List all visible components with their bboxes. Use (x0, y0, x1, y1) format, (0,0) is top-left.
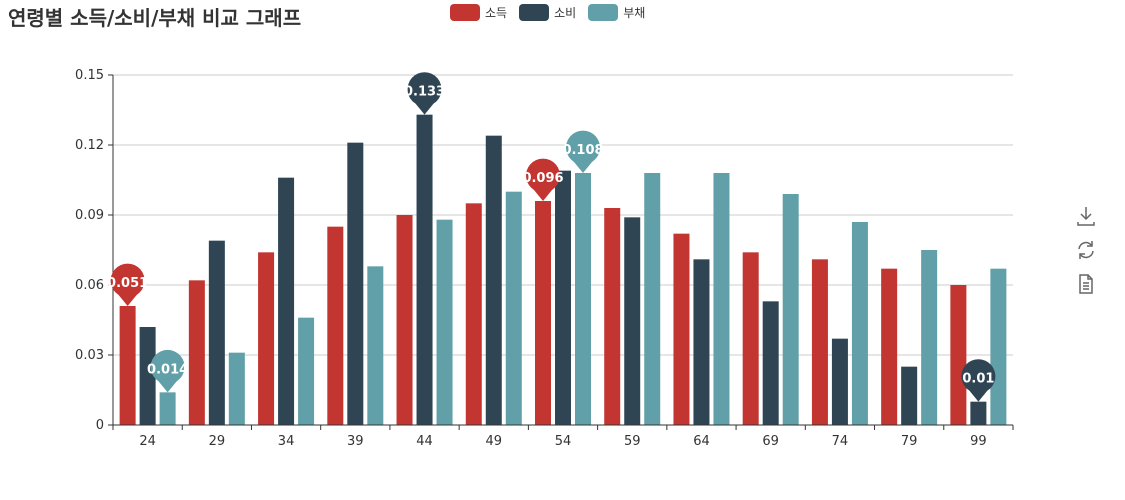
bar[interactable] (327, 226, 344, 425)
legend-item-income[interactable]: 소득 (450, 4, 507, 21)
y-tick-label: 0.03 (75, 348, 104, 363)
bar[interactable] (831, 338, 848, 425)
bar[interactable] (693, 259, 710, 425)
marker-pin (526, 158, 561, 201)
bar[interactable] (119, 306, 136, 425)
x-tick-label: 59 (624, 434, 641, 449)
refresh-icon[interactable] (1075, 239, 1097, 261)
x-tick-label: 79 (901, 434, 918, 449)
download-icon[interactable] (1075, 205, 1097, 227)
legend-item-debt[interactable]: 부채 (588, 4, 645, 21)
bar[interactable] (901, 366, 918, 425)
legend: 소득 소비 부채 (450, 4, 645, 21)
marker-pin (110, 263, 145, 306)
bar[interactable] (881, 268, 898, 425)
bar[interactable] (624, 217, 641, 425)
bar[interactable] (298, 317, 315, 425)
toolbox (1075, 205, 1097, 295)
bar[interactable] (139, 327, 156, 425)
marker-label: 0.133 (404, 85, 445, 100)
bar[interactable] (505, 191, 522, 425)
bar[interactable] (278, 177, 295, 425)
chart-title: 연령별 소득/소비/부채 비교 그래프 (8, 6, 302, 30)
legend-swatch-debt (588, 4, 619, 21)
bar[interactable] (159, 392, 176, 425)
x-tick-label: 99 (970, 434, 987, 449)
bar[interactable] (644, 173, 661, 425)
y-tick-label: 0 (96, 418, 104, 433)
x-tick-label: 74 (832, 434, 849, 449)
bar[interactable] (950, 285, 967, 425)
legend-swatch-income (450, 4, 480, 21)
bar[interactable] (465, 203, 482, 425)
legend-label-spending: 소비 (554, 6, 577, 20)
x-tick-label: 39 (347, 434, 364, 449)
bar[interactable] (436, 219, 453, 425)
x-tick-label: 54 (555, 434, 572, 449)
bar[interactable] (188, 280, 205, 425)
x-tick-label: 69 (762, 434, 779, 449)
legend-label-income: 소득 (485, 6, 508, 20)
x-tick-label: 64 (693, 434, 710, 449)
bar[interactable] (990, 268, 1007, 425)
bar[interactable] (851, 222, 868, 425)
x-tick-label: 49 (485, 434, 502, 449)
bar[interactable] (396, 215, 413, 425)
y-tick-label: 0.06 (75, 278, 104, 293)
bar[interactable] (485, 135, 502, 425)
bar[interactable] (258, 252, 275, 425)
marker-pin (961, 359, 996, 402)
bar[interactable] (416, 114, 433, 426)
marker-label: 0.051 (107, 276, 148, 291)
bar[interactable] (535, 201, 551, 425)
legend-label-debt: 부채 (623, 6, 646, 20)
x-tick-label: 34 (278, 434, 295, 449)
y-tick-label: 0.09 (75, 208, 104, 223)
marker-pin (565, 130, 600, 173)
x-tick-label: 29 (209, 434, 226, 449)
x-tick-label: 44 (416, 434, 433, 449)
marker-label: 0.014 (147, 362, 188, 377)
bar[interactable] (604, 208, 621, 425)
bar[interactable] (347, 142, 364, 425)
bar[interactable] (762, 301, 779, 425)
marker-pin (407, 72, 442, 115)
x-tick-label: 24 (139, 434, 156, 449)
bar[interactable] (713, 173, 730, 425)
bar[interactable] (208, 240, 225, 425)
bar[interactable] (575, 173, 591, 425)
bar[interactable] (555, 170, 571, 425)
data-view-icon[interactable] (1075, 273, 1097, 295)
bar[interactable] (742, 252, 759, 425)
bar[interactable] (782, 194, 799, 425)
bar[interactable] (921, 250, 938, 425)
y-tick-label: 0.12 (75, 138, 104, 153)
marker-pin (150, 349, 185, 393)
legend-swatch-spending (519, 4, 550, 21)
bar[interactable] (811, 259, 828, 425)
bar[interactable] (970, 401, 987, 425)
marker-label: 0.01 (962, 372, 994, 387)
bar[interactable] (673, 233, 690, 425)
bar[interactable] (367, 266, 384, 425)
legend-item-spending[interactable]: 소비 (519, 4, 576, 21)
y-tick-label: 0.15 (75, 68, 104, 83)
bar[interactable] (228, 352, 245, 425)
marker-label: 0.108 (562, 143, 603, 158)
marker-label: 0.096 (522, 171, 563, 186)
